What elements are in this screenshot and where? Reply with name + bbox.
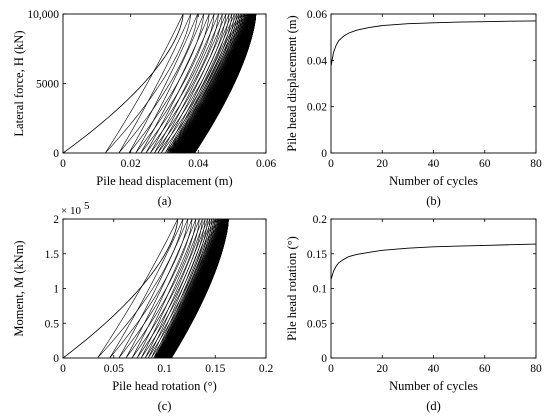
y-tick-label-d: 0.1: [313, 284, 328, 296]
y-tick-label-a: 0: [53, 148, 59, 160]
hysteresis-loop-a: [145, 14, 219, 153]
y-tick-label-b: 0.02: [307, 102, 327, 114]
hysteresis-loop-c: [131, 219, 200, 358]
x-tick-label-c: 0.2: [259, 363, 274, 375]
plot-area-d: [331, 243, 536, 280]
hysteresis-loop-a: [128, 14, 205, 153]
x-tick-label-c: 0.1: [157, 363, 172, 375]
y-tick-label-d: 0.05: [307, 318, 327, 330]
x-tick-label-b: 0: [328, 158, 334, 170]
x-tick-label-a: 0: [60, 158, 66, 170]
loading-curve-c: [63, 219, 179, 358]
hysteresis-loop-c: [147, 219, 211, 358]
x-tick-label-d: 0: [328, 363, 334, 375]
hysteresis-loop-a: [194, 14, 257, 153]
y-axis-label-d: Pile head rotation (°): [285, 236, 299, 341]
x-tick-label-b: 40: [428, 158, 440, 170]
panel-b: 0 20 40 60 80 0 0.02 0.04 0.06 Number of cycles Pi…: [285, 9, 542, 208]
x-tick-label-c: 0.15: [205, 363, 225, 375]
y-tick-label-c: 0.5: [45, 318, 60, 330]
y-tick-label-a: 10,000: [27, 9, 59, 21]
x-axis-label-d: Number of cycles: [389, 379, 478, 393]
x-tick-label-a: 0.02: [121, 158, 141, 170]
y-axis-label-b: Pile head displacement (m): [285, 15, 299, 151]
plot-area-a: [63, 14, 257, 153]
x-tick-label-d: 60: [479, 363, 491, 375]
hysteresis-loop-a: [157, 14, 230, 153]
y-tick-label-c: 1: [53, 284, 59, 296]
y-tick-label-a: 5000: [36, 79, 59, 91]
hysteresis-loop-a: [118, 14, 198, 153]
series-line-b: [331, 20, 536, 67]
panel-a: 0 0.02 0.04 0.06 0 5000 10,000 Pile head displa…: [12, 9, 276, 208]
y-axis-label-c: Moment, M (kNm): [12, 240, 26, 336]
y-axis-label-a: Lateral force, H (kN): [12, 30, 26, 136]
y-tick-label-d: 0.2: [313, 214, 328, 226]
x-tick-label-b: 80: [530, 158, 542, 170]
axes-box-b: [330, 13, 537, 154]
x-tick-label-b: 20: [377, 158, 389, 170]
x-tick-label-b: 60: [479, 158, 491, 170]
x-axis-label-b: Number of cycles: [389, 174, 478, 188]
hysteresis-loop-c: [171, 219, 229, 358]
plot-area-c: [63, 219, 229, 358]
y-multiplier-c: × 10: [61, 205, 81, 217]
y-tick-label-b: 0.06: [307, 9, 327, 21]
hysteresis-loop-a: [135, 14, 210, 153]
hysteresis-loop-a: [105, 14, 192, 153]
series-line-d: [331, 243, 536, 280]
y-tick-label-b: 0.04: [307, 55, 327, 67]
panel-d: 0 20 40 60 80 0 0.05 0.1 0.15 0.2 Number of cycles…: [285, 214, 542, 413]
y-tick-label-b: 0: [321, 148, 327, 160]
loading-curve-a: [63, 14, 184, 153]
panel-label-c: (c): [158, 399, 172, 413]
plot-area-b: [331, 20, 536, 67]
x-axis-label-c: Pile head rotation (°): [112, 379, 217, 393]
x-tick-label-a: 0.06: [256, 158, 276, 170]
hysteresis-loop-c: [144, 219, 208, 358]
y-tick-label-c: 0: [53, 353, 59, 365]
hysteresis-loop-c: [125, 219, 197, 358]
hysteresis-loop-c: [140, 219, 206, 358]
x-tick-label-d: 20: [377, 363, 389, 375]
x-tick-label-a: 0.04: [188, 158, 208, 170]
y-multiplier-exponent-c: 5: [84, 200, 90, 212]
hysteresis-loop-c: [118, 219, 193, 358]
panel-label-b: (b): [426, 194, 441, 208]
panel-label-a: (a): [158, 194, 172, 208]
hysteresis-loop-a: [140, 14, 215, 153]
y-tick-label-d: 0: [321, 353, 327, 365]
x-axis-label-a: Pile head displacement (m): [96, 174, 232, 188]
axes-box-d: [330, 218, 537, 359]
y-tick-label-c: 1.5: [45, 249, 60, 261]
x-tick-label-d: 40: [428, 363, 440, 375]
x-tick-label-c: 0: [60, 363, 66, 375]
panel-c: 0 0.05 0.1 0.15 0.2 0 0.5 1 1.5 2× 10 5 Pile head r…: [12, 200, 273, 413]
x-tick-label-d: 80: [530, 363, 542, 375]
hysteresis-loop-c: [109, 219, 189, 358]
y-tick-label-d: 0.15: [307, 249, 327, 261]
panel-label-d: (d): [426, 399, 441, 413]
y-tick-label-c: 2: [53, 214, 59, 226]
x-tick-label-c: 0.05: [104, 363, 124, 375]
